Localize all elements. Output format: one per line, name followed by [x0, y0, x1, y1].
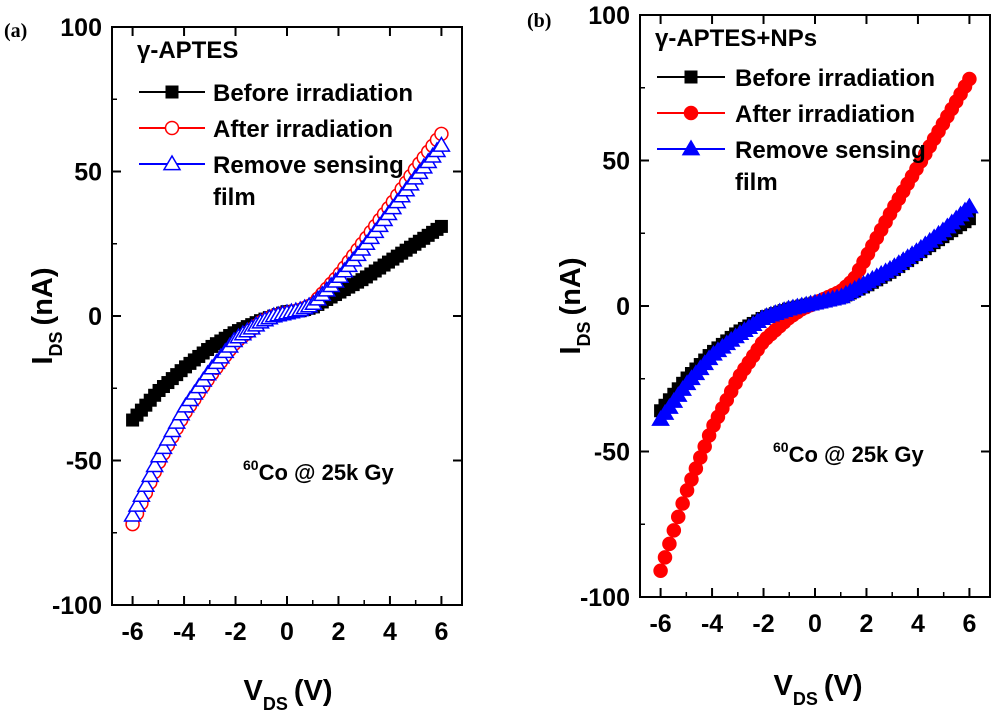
- data-point: [653, 563, 668, 579]
- x-tick-label: 6: [434, 618, 448, 646]
- legend-marker: [164, 120, 180, 136]
- x-tick-label: -4: [173, 618, 195, 646]
- y-axis-label: IDS(nA): [27, 267, 66, 364]
- data-point: [154, 438, 173, 455]
- series-group: [123, 126, 451, 532]
- x-tick-label: -6: [121, 618, 143, 646]
- x-tick-label: -6: [649, 610, 671, 638]
- y-tick-label: 50: [602, 148, 630, 176]
- y-tick-label: 50: [74, 159, 102, 187]
- chart-panel-b: (b) -6 -4 -2 0 2 4 6 100 50 0 -50 -100 IDS(nA) VDS (V) γ…: [527, 2, 991, 709]
- x-tick-label: 4: [911, 610, 925, 638]
- legend-marker: [684, 70, 698, 84]
- y-tick-label: 0: [88, 303, 102, 331]
- data-point: [167, 413, 187, 429]
- x-axis-label: VDS (V): [773, 670, 862, 709]
- y-tick-label: -100: [52, 592, 102, 620]
- x-tick-label: 6: [962, 610, 976, 638]
- x-tick-label: 4: [383, 618, 397, 646]
- series-before-irradiation: [126, 219, 448, 427]
- data-point: [662, 536, 677, 552]
- legend-label: Before irradiation: [213, 80, 413, 107]
- legend-marker: [681, 139, 701, 156]
- legend-marker: [162, 154, 182, 171]
- chart-panel-a: (a) -6 -4 -2 0 2 4 6 100 50 0 -50 -100 IDS(nA) VDS (V) γ…: [4, 14, 463, 714]
- data-point: [432, 136, 451, 152]
- data-point: [666, 523, 682, 538]
- data-point: [145, 456, 164, 473]
- legend-marker: [165, 85, 179, 99]
- legend-label: film: [735, 169, 778, 196]
- annotation: 60Co @ 25k Gy: [773, 439, 925, 467]
- legend-entry: After irradiation: [657, 101, 915, 128]
- data-point: [136, 476, 156, 493]
- legend-entry: Before irradiation: [139, 80, 413, 107]
- legend-entry: Remove sensing film: [657, 137, 926, 196]
- x-tick-label: 0: [280, 618, 294, 646]
- legend-marker: [683, 105, 699, 121]
- data-point: [127, 496, 147, 512]
- y-tick-label: -50: [66, 448, 102, 476]
- chart-title: γ-APTES+NPs: [655, 25, 817, 52]
- legend: Before irradiation After irradiation Remov…: [657, 65, 935, 196]
- series-remove-sensing-film: [651, 197, 979, 426]
- annotation: 60Co @ 25k Gy: [243, 457, 395, 485]
- data-point: [670, 509, 686, 525]
- data-point: [140, 466, 160, 483]
- data-point: [162, 421, 182, 438]
- x-tick-label: -4: [701, 610, 723, 638]
- data-point: [132, 486, 151, 502]
- y-tick-label: -100: [580, 584, 630, 612]
- data-point: [123, 505, 142, 522]
- data-point: [675, 496, 690, 511]
- series-line: [659, 206, 970, 420]
- legend-label: Remove sensing: [735, 137, 926, 164]
- y-tick-label: 0: [616, 293, 630, 321]
- data-point: [434, 219, 448, 233]
- y-tick-label: -50: [594, 439, 630, 467]
- data-point: [158, 429, 178, 446]
- legend-label: Before irradiation: [735, 65, 935, 92]
- legend-entry: Before irradiation: [657, 65, 935, 92]
- data-point: [149, 446, 169, 463]
- data-point: [171, 404, 191, 421]
- series-group: [651, 71, 979, 579]
- data-point: [962, 71, 977, 87]
- panel-label: (a): [4, 20, 27, 42]
- y-tick-label: 100: [60, 14, 102, 42]
- legend-label: After irradiation: [213, 116, 393, 143]
- x-tick-label: -2: [224, 618, 246, 646]
- x-tick-label: 2: [332, 618, 346, 646]
- chart-title: γ-APTES: [137, 37, 238, 64]
- x-tick-label: 0: [808, 610, 822, 638]
- panel-label: (b): [527, 10, 551, 32]
- x-tick-label: -2: [752, 610, 774, 638]
- legend-entry: Remove sensing film: [139, 152, 404, 211]
- y-tick-label: 100: [588, 2, 630, 30]
- data-point: [960, 197, 979, 214]
- series-remove-sensing-film: [123, 136, 451, 522]
- legend-label: Remove sensing: [213, 152, 404, 179]
- x-axis-label: VDS (V): [243, 675, 332, 714]
- legend-label: After irradiation: [735, 101, 915, 128]
- legend-entry: After irradiation: [139, 116, 393, 143]
- legend-label: film: [213, 184, 256, 211]
- legend: Before irradiation After irradiation Remov…: [139, 80, 413, 211]
- y-axis-label: IDS(nA): [555, 257, 594, 354]
- data-point: [657, 550, 673, 565]
- x-tick-label: 2: [860, 610, 874, 638]
